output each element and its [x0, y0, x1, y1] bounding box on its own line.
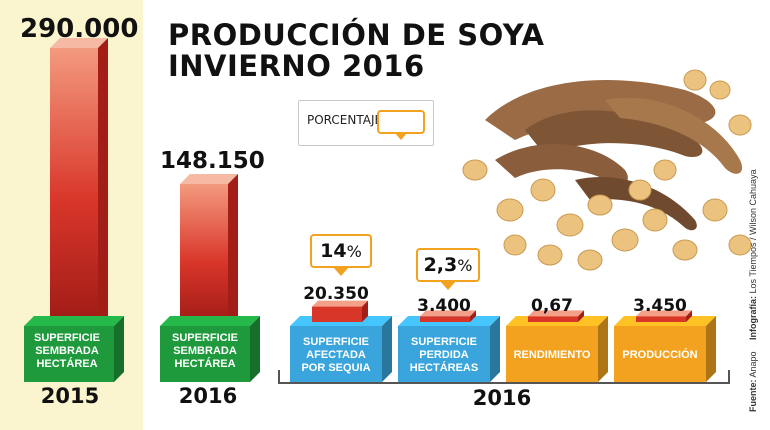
indicator-2-percent-value: 2,3 [423, 254, 458, 276]
indicator-2-bar-side [470, 310, 476, 322]
indicator-1-bar [312, 306, 362, 322]
indicators-year-label: 2016 [472, 386, 532, 410]
source-credit: Fuente: Anapo [748, 351, 758, 412]
infographic-credit-text: Los Tiempos / Wilson Cahuaya [748, 169, 758, 294]
bar-2015-label-line-3: HECTÁREA [36, 358, 98, 370]
bar-2016-value-label: 148.150 [160, 148, 265, 174]
bar-2015-base-top [24, 316, 124, 326]
bar-2016-category-label: SUPERFICIE SEMBRADA HECTÁREA [160, 332, 250, 371]
indicator-2-base-side [490, 316, 500, 382]
indicator-3-value-label: 0,67 [531, 296, 573, 316]
indicator-4-bar-top [636, 310, 692, 317]
bar-2015-label-line-1: SUPERFICIE [33, 332, 100, 344]
bar-2015-top [50, 38, 108, 48]
legend: PORCENTAJE [298, 100, 434, 146]
indicator-2-label-line-2: PERDIDA [419, 349, 469, 361]
indicator-4-base-side [706, 316, 716, 382]
source-credit-text: Anapo [748, 351, 758, 378]
indicator-2-percent-callout: 2,3% [416, 248, 480, 290]
infographic-credit: Infografía: Los Tiempos / Wilson Cahuaya [748, 169, 758, 340]
indicator-4-label-line-1: PRODUCCIÓN [622, 349, 698, 361]
group-bracket-left-tick [278, 370, 280, 384]
bar-2015 [50, 48, 98, 326]
title-line-1: PRODUCCIÓN DE SOYA [168, 18, 545, 52]
indicator-1-base-front [290, 326, 382, 382]
indicator-4-bar-side [686, 310, 692, 322]
indicator-3-base-front [506, 326, 598, 382]
soybean-pods [485, 80, 743, 231]
bar-2015-base-front [24, 326, 114, 382]
indicator-3-label-line-1: RENDIMIENTO [513, 349, 591, 361]
bar-2016 [180, 183, 228, 326]
bar-2016-side [228, 173, 238, 326]
indicator-1-label-line-3: POR SEQUIA [301, 362, 371, 374]
bar-2016-year-label: 2016 [178, 384, 238, 408]
legend-percent-swatch [377, 110, 425, 140]
indicator-2-bar [420, 316, 470, 322]
bar-2016-label-line-2: SEMBRADA [173, 345, 237, 357]
indicator-3-base-side [598, 316, 608, 382]
legend-label: PORCENTAJE [307, 113, 383, 127]
indicator-4-base-front [614, 326, 706, 382]
indicator-2-bar-top [420, 310, 476, 317]
indicator-2-category-label: SUPERFICIE PERDIDA HECTÁREAS [398, 336, 490, 375]
bar-2015-value-label: 290.000 [20, 14, 139, 44]
indicator-1-label-line-2: AFECTADA [306, 349, 366, 361]
group-bracket-right-tick [728, 370, 730, 384]
indicator-4-category-label: PRODUCCIÓN [614, 349, 706, 362]
bar-2015-category-label: SUPERFICIE SEMBRADA HECTÁREA [22, 332, 112, 371]
indicator-1-percent-sign: % [346, 242, 362, 261]
soybean-illustration [462, 69, 752, 271]
indicator-2-percent-sign: % [457, 256, 473, 275]
indicator-1-base-side [382, 316, 392, 382]
indicator-1-category-label: SUPERFICIE AFECTADA POR SEQUIA [290, 336, 382, 375]
bar-2016-base-top [160, 316, 260, 326]
bar-2015-label-line-2: SEMBRADA [35, 345, 99, 357]
bar-2016-base-side [250, 316, 260, 382]
indicator-1-percent-value: 14 [320, 240, 347, 262]
indicator-4-value-label: 3.450 [633, 296, 687, 316]
bar-2016-top [180, 173, 238, 184]
indicator-1-bar-side [362, 300, 368, 322]
bar-2016-label-line-1: SUPERFICIE [171, 332, 238, 344]
bar-2015-base-side [114, 316, 124, 382]
indicator-1-percent-callout: 14% [310, 234, 372, 276]
indicator-1-bar-top [312, 300, 368, 307]
indicator-1-label-line-1: SUPERFICIE [302, 336, 369, 348]
indicator-3-bar [528, 316, 578, 322]
bar-2015-side [98, 38, 108, 326]
indicator-1-value-label: 20.350 [303, 284, 369, 304]
indicator-2-base-front [398, 326, 490, 382]
source-credit-label: Fuente: [748, 379, 758, 413]
indicator-3-bar-side [578, 310, 584, 322]
indicator-2-label-line-3: HECTÁREAS [409, 362, 479, 374]
indicator-3-bar-top [528, 310, 584, 317]
group-bracket-line [278, 382, 730, 384]
bar-2016-base-front [160, 326, 250, 382]
chart-title: PRODUCCIÓN DE SOYA INVIERNO 2016 [168, 20, 544, 82]
soybeans [462, 69, 752, 271]
bar-2016-label-line-3: HECTÁREA [174, 358, 236, 370]
indicator-4-bar [636, 316, 686, 322]
title-line-2: INVIERNO 2016 [168, 49, 425, 83]
infographic-credit-label: Infografía: [748, 296, 758, 340]
indicator-2-label-line-1: SUPERFICIE [410, 336, 477, 348]
indicator-3-category-label: RENDIMIENTO [506, 349, 598, 362]
indicator-2-value-label: 3.400 [417, 296, 471, 316]
bar-2015-year-label: 2015 [40, 384, 100, 408]
